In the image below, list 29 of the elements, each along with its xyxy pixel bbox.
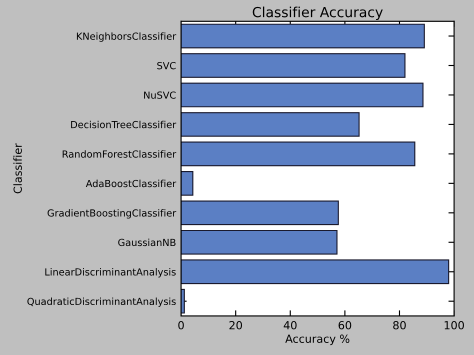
x-tick-label: 20 <box>229 321 242 330</box>
y-tick-label: GaussianNB <box>118 238 176 246</box>
y-tick-label: LinearDiscriminantAnalysis <box>45 268 176 278</box>
bar <box>181 82 424 108</box>
bar <box>181 200 339 226</box>
bar <box>181 171 194 196</box>
chart-title: Classifier Accuracy <box>252 6 383 20</box>
y-tick-label: SVC <box>157 62 176 70</box>
bar <box>181 259 450 284</box>
y-tick-label: QuadraticDiscriminantAnalysis <box>27 298 176 307</box>
y-tick-label: NuSVC <box>144 91 176 99</box>
x-axis-title: Accuracy % <box>285 334 350 346</box>
x-tick-label: 100 <box>444 321 464 330</box>
bar <box>181 288 185 314</box>
y-tick-label: KNeighborsClassifier <box>76 32 176 42</box>
bar <box>181 53 406 78</box>
y-tick-label: RandomForestClassifier <box>62 150 176 158</box>
y-tick-label: AdaBoostClassifier <box>86 180 176 188</box>
bar <box>181 112 360 137</box>
x-tick-label: 80 <box>393 321 406 330</box>
x-tick-label: 0 <box>178 321 184 330</box>
bar <box>181 24 425 48</box>
y-tick-label: GradientBoostingClassifier <box>48 209 176 219</box>
bar <box>181 142 416 166</box>
y-axis-title: Classifier <box>13 143 22 194</box>
y-tick-label: DecisionTreeClassifier <box>71 120 176 128</box>
x-tick-label: 60 <box>338 321 352 330</box>
x-tick-label: 40 <box>284 321 297 330</box>
bar <box>181 230 338 255</box>
